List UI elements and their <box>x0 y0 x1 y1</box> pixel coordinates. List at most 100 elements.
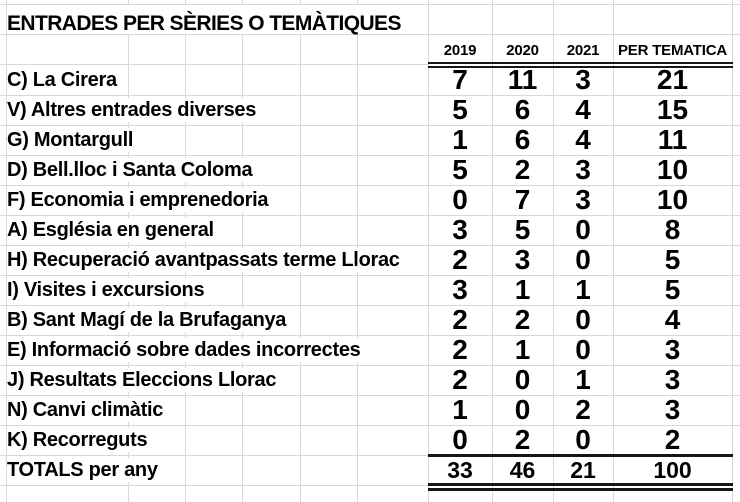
cell-2020: 0 <box>514 364 531 395</box>
cell-2020: 1 <box>514 334 531 365</box>
grid-line-vertical <box>6 0 7 502</box>
column-header-2021: 2021 <box>566 42 600 59</box>
cell-2019: 2 <box>452 334 468 365</box>
row-label: I) Visites i excursions <box>7 278 211 302</box>
cell-2021: 3 <box>575 184 591 215</box>
cell-per-tematica: 10 <box>656 184 689 215</box>
cell-2019: 2 <box>452 304 468 335</box>
grid-line-vertical <box>492 0 493 502</box>
grid-line-horizontal <box>0 245 740 246</box>
table-row: J) Resultats Eleccions Llorac 2 0 1 3 <box>0 365 740 395</box>
column-header-row: 2019 2020 2021 PER TEMATICA <box>0 34 740 62</box>
row-label: J) Resultats Eleccions Llorac <box>7 368 283 392</box>
grid-line-horizontal <box>0 395 740 396</box>
grid-line-horizontal <box>0 455 428 456</box>
cell-2020: 2 <box>514 154 531 185</box>
cell-2021: 4 <box>575 124 591 155</box>
cell-2019: 0 <box>452 184 468 215</box>
row-label: D) Bell.lloc i Santa Coloma <box>7 158 259 182</box>
table-row: C) La Cirera 7 11 3 21 <box>0 65 740 95</box>
cell-2019: 1 <box>452 124 468 155</box>
cell-per-tematica: 3 <box>664 364 681 395</box>
table-row: D) Bell.lloc i Santa Coloma 5 2 3 10 <box>0 155 740 185</box>
cell-2021: 3 <box>575 64 591 95</box>
cell-2020: 2 <box>514 304 531 335</box>
grid-line-horizontal <box>0 305 740 306</box>
cell-per-tematica: 10 <box>656 154 689 185</box>
row-label: C) La Cirera <box>7 68 123 92</box>
row-label: V) Altres entrades diverses <box>7 98 263 122</box>
table-row: V) Altres entrades diverses 5 6 4 15 <box>0 95 740 125</box>
cell-2020: 1 <box>514 274 531 305</box>
cell-2020: 6 <box>514 94 531 125</box>
row-label: G) Montargull <box>7 128 140 152</box>
cell-2020: 5 <box>514 214 531 245</box>
cell-2019: 0 <box>452 424 468 455</box>
row-label: K) Recorreguts <box>7 428 154 452</box>
cell-per-tematica: 4 <box>664 304 681 335</box>
row-label: A) Església en general <box>7 218 220 242</box>
grid-line-horizontal <box>0 185 740 186</box>
cell-per-tematica: 3 <box>664 394 681 425</box>
cell-2021: 0 <box>575 304 591 335</box>
grid-line-horizontal <box>0 34 740 35</box>
cell-2021: 1 <box>575 364 591 395</box>
row-label: H) Recuperació avantpassats terme Llorac <box>7 248 406 272</box>
cell-2019: 3 <box>452 274 468 305</box>
table-row: E) Informació sobre dades incorrectes 2 … <box>0 335 740 365</box>
page-title: ENTRADES PER SÈRIES O TEMÀTIQUES <box>7 5 411 34</box>
totals-row: TOTALS per any 33 46 21 100 <box>0 455 740 485</box>
table-row: I) Visites i excursions 3 1 1 5 <box>0 275 740 305</box>
grid-line-horizontal <box>0 365 740 366</box>
table-row: A) Església en general 3 5 0 8 <box>0 215 740 245</box>
total-2019: 33 <box>447 456 473 483</box>
cell-2019: 3 <box>452 214 468 245</box>
total-2020: 46 <box>509 456 536 483</box>
cell-2020: 6 <box>514 124 531 155</box>
cell-2020: 0 <box>514 394 531 425</box>
cell-2021: 2 <box>575 394 591 425</box>
column-header-2020: 2020 <box>506 42 539 59</box>
cell-2020: 7 <box>514 184 531 215</box>
cell-2021: 1 <box>575 274 591 305</box>
cell-per-tematica: 8 <box>664 214 681 245</box>
cell-2019: 5 <box>452 94 468 125</box>
grid-line-horizontal <box>0 64 428 65</box>
total-2021: 21 <box>570 456 596 483</box>
cell-2019: 2 <box>452 244 468 275</box>
cell-per-tematica: 5 <box>664 274 681 305</box>
grid-line-horizontal <box>0 95 740 96</box>
cell-2021: 4 <box>575 94 591 125</box>
row-label: E) Informació sobre dades incorrectes <box>7 338 367 362</box>
grid-line-vertical <box>428 0 429 502</box>
row-label: B) Sant Magí de la Brufaganya <box>7 308 293 332</box>
table-row: F) Economia i emprenedoria 0 7 3 10 <box>0 185 740 215</box>
totals-label: TOTALS per any <box>7 458 164 482</box>
grid-line-vertical <box>553 0 554 502</box>
grid-line-horizontal <box>0 155 740 156</box>
grid-line-vertical <box>613 0 614 502</box>
cell-per-tematica: 15 <box>656 94 689 125</box>
total-per-tematica: 100 <box>653 456 692 483</box>
column-header-per-tematica: PER TEMATICA <box>618 42 727 59</box>
cell-per-tematica: 5 <box>664 244 681 275</box>
cell-2021: 0 <box>575 244 591 275</box>
grid-line-horizontal <box>0 125 740 126</box>
grid-line-vertical <box>732 0 733 502</box>
cell-2019: 2 <box>452 364 468 395</box>
cell-2021: 0 <box>575 214 591 245</box>
grid-line-horizontal <box>0 425 740 426</box>
grid-line-horizontal <box>0 485 428 486</box>
cell-per-tematica: 11 <box>657 124 688 155</box>
table-row: N) Canvi climàtic 1 0 2 3 <box>0 395 740 425</box>
cell-2021: 3 <box>575 154 591 185</box>
row-label: F) Economia i emprenedoria <box>7 188 275 212</box>
grid-line-horizontal <box>0 4 740 5</box>
table-row: G) Montargull 1 6 4 11 <box>0 125 740 155</box>
cell-2019: 5 <box>452 154 468 185</box>
grid-line-horizontal <box>0 275 740 276</box>
grid-line-horizontal <box>0 335 740 336</box>
cell-2019: 1 <box>452 394 468 425</box>
cell-2020: 2 <box>514 424 531 455</box>
